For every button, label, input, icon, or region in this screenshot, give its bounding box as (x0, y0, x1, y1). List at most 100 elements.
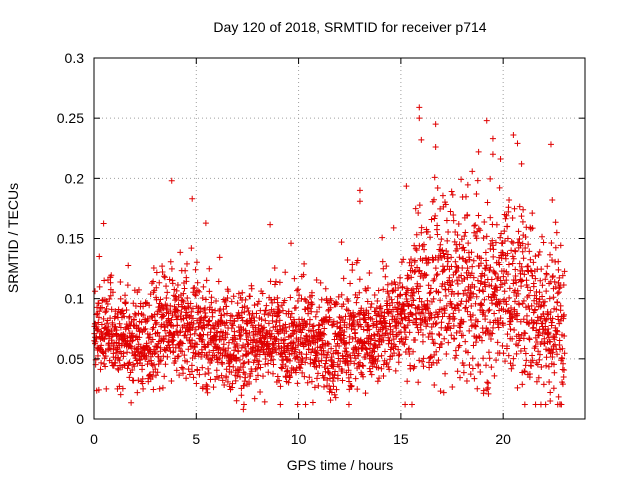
data-point (420, 355, 427, 362)
data-point (377, 303, 384, 310)
data-point (254, 372, 261, 379)
data-point (225, 339, 232, 346)
data-point (290, 339, 297, 346)
data-point (452, 229, 459, 236)
data-point (420, 309, 427, 316)
data-point (218, 318, 225, 325)
data-point (155, 353, 162, 360)
data-point (159, 384, 166, 391)
data-point (129, 367, 136, 374)
data-point (449, 383, 456, 390)
data-point (309, 323, 316, 330)
data-point (552, 244, 559, 251)
data-point (245, 350, 252, 357)
data-point (484, 386, 491, 393)
data-point (136, 334, 143, 341)
data-point (464, 211, 471, 218)
data-point (378, 352, 385, 359)
data-point (227, 312, 234, 319)
data-point (102, 353, 109, 360)
data-point (483, 233, 490, 240)
data-point (480, 235, 487, 242)
data-point (152, 366, 159, 373)
data-point (231, 347, 238, 354)
data-point (119, 307, 126, 314)
data-point (513, 350, 520, 357)
data-point (322, 360, 329, 367)
data-point (381, 348, 388, 355)
data-point (545, 311, 552, 318)
data-point (354, 257, 361, 264)
data-point (489, 242, 496, 249)
data-point (263, 329, 270, 336)
data-point (526, 336, 533, 343)
data-point (261, 324, 268, 331)
data-point (103, 385, 110, 392)
data-point (553, 306, 560, 313)
data-point (414, 324, 421, 331)
data-point (325, 369, 332, 376)
data-point (439, 192, 446, 199)
data-point (485, 293, 492, 300)
data-point (500, 322, 507, 329)
data-point (450, 322, 457, 329)
data-point (214, 329, 221, 336)
data-point (114, 349, 121, 356)
data-point (350, 314, 357, 321)
data-point (315, 358, 322, 365)
data-point (170, 348, 177, 355)
data-point (324, 340, 331, 347)
data-point (431, 382, 438, 389)
data-point (151, 361, 158, 368)
data-point (163, 283, 170, 290)
data-point (239, 289, 246, 296)
data-point (269, 346, 276, 353)
data-point (476, 333, 483, 340)
data-point (175, 353, 182, 360)
data-point (327, 386, 334, 393)
data-point (452, 269, 459, 276)
data-point (248, 368, 255, 375)
data-point (458, 272, 465, 279)
data-point (514, 316, 521, 323)
data-point (325, 349, 332, 356)
data-point (525, 263, 532, 270)
data-point (410, 348, 417, 355)
data-point (302, 359, 309, 366)
data-point (444, 258, 451, 265)
data-point (309, 399, 316, 406)
data-point (478, 337, 485, 344)
data-point (535, 348, 542, 355)
data-point (520, 335, 527, 342)
data-point (362, 344, 369, 351)
data-point (188, 245, 195, 252)
data-point (406, 351, 413, 357)
data-point (230, 363, 237, 370)
data-point (430, 196, 437, 203)
data-point (441, 335, 448, 342)
data-point (285, 308, 292, 315)
data-point (164, 353, 171, 360)
data-point (124, 365, 131, 372)
data-point (464, 308, 471, 315)
data-point (449, 191, 456, 198)
data-point (172, 357, 179, 364)
data-point (520, 297, 527, 304)
data-point (195, 350, 202, 357)
data-point (237, 332, 244, 339)
data-point (437, 241, 444, 248)
data-point (456, 374, 463, 381)
data-point (148, 314, 155, 321)
data-point (397, 274, 404, 281)
data-point (539, 282, 546, 289)
data-point (498, 230, 505, 237)
data-point (469, 168, 476, 175)
data-point (103, 305, 110, 312)
data-point (174, 282, 181, 289)
data-point (218, 372, 225, 379)
data-point (225, 288, 232, 295)
data-point (313, 354, 320, 361)
data-point (550, 361, 557, 368)
data-point (238, 314, 245, 321)
data-point (532, 343, 539, 350)
